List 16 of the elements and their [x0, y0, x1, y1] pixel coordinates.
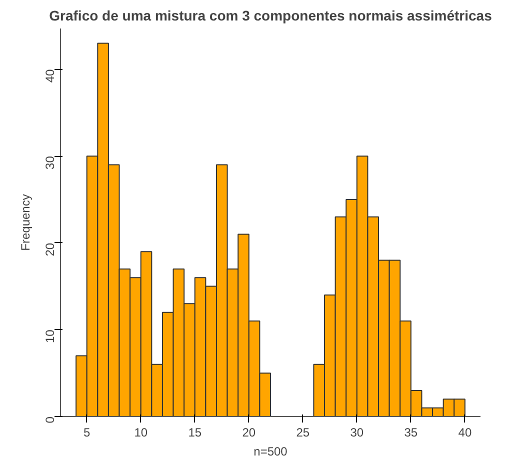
y-tick-label: 0 — [43, 416, 57, 424]
x-tick-label: 40 — [458, 426, 472, 440]
y-tick-label: 30 — [43, 156, 57, 170]
x-axis-title: n=500 — [254, 444, 288, 458]
x-tick-label: 15 — [188, 426, 202, 440]
x-tick-label: 5 — [84, 426, 91, 440]
y-tick-label: 20 — [43, 242, 57, 256]
y-tick-label: 10 — [43, 329, 57, 344]
x-tick-label: 35 — [404, 426, 418, 440]
x-tick-label: 10 — [134, 426, 148, 440]
x-tick-label: 30 — [350, 426, 364, 440]
y-axis-title: Frequency — [18, 194, 32, 251]
y-tick-label: 40 — [43, 68, 57, 83]
x-tick-label: 25 — [296, 426, 310, 440]
chart-title: Grafico de uma mistura com 3 componentes normais assimétricas — [49, 8, 492, 24]
x-tick-label: 20 — [242, 426, 256, 440]
